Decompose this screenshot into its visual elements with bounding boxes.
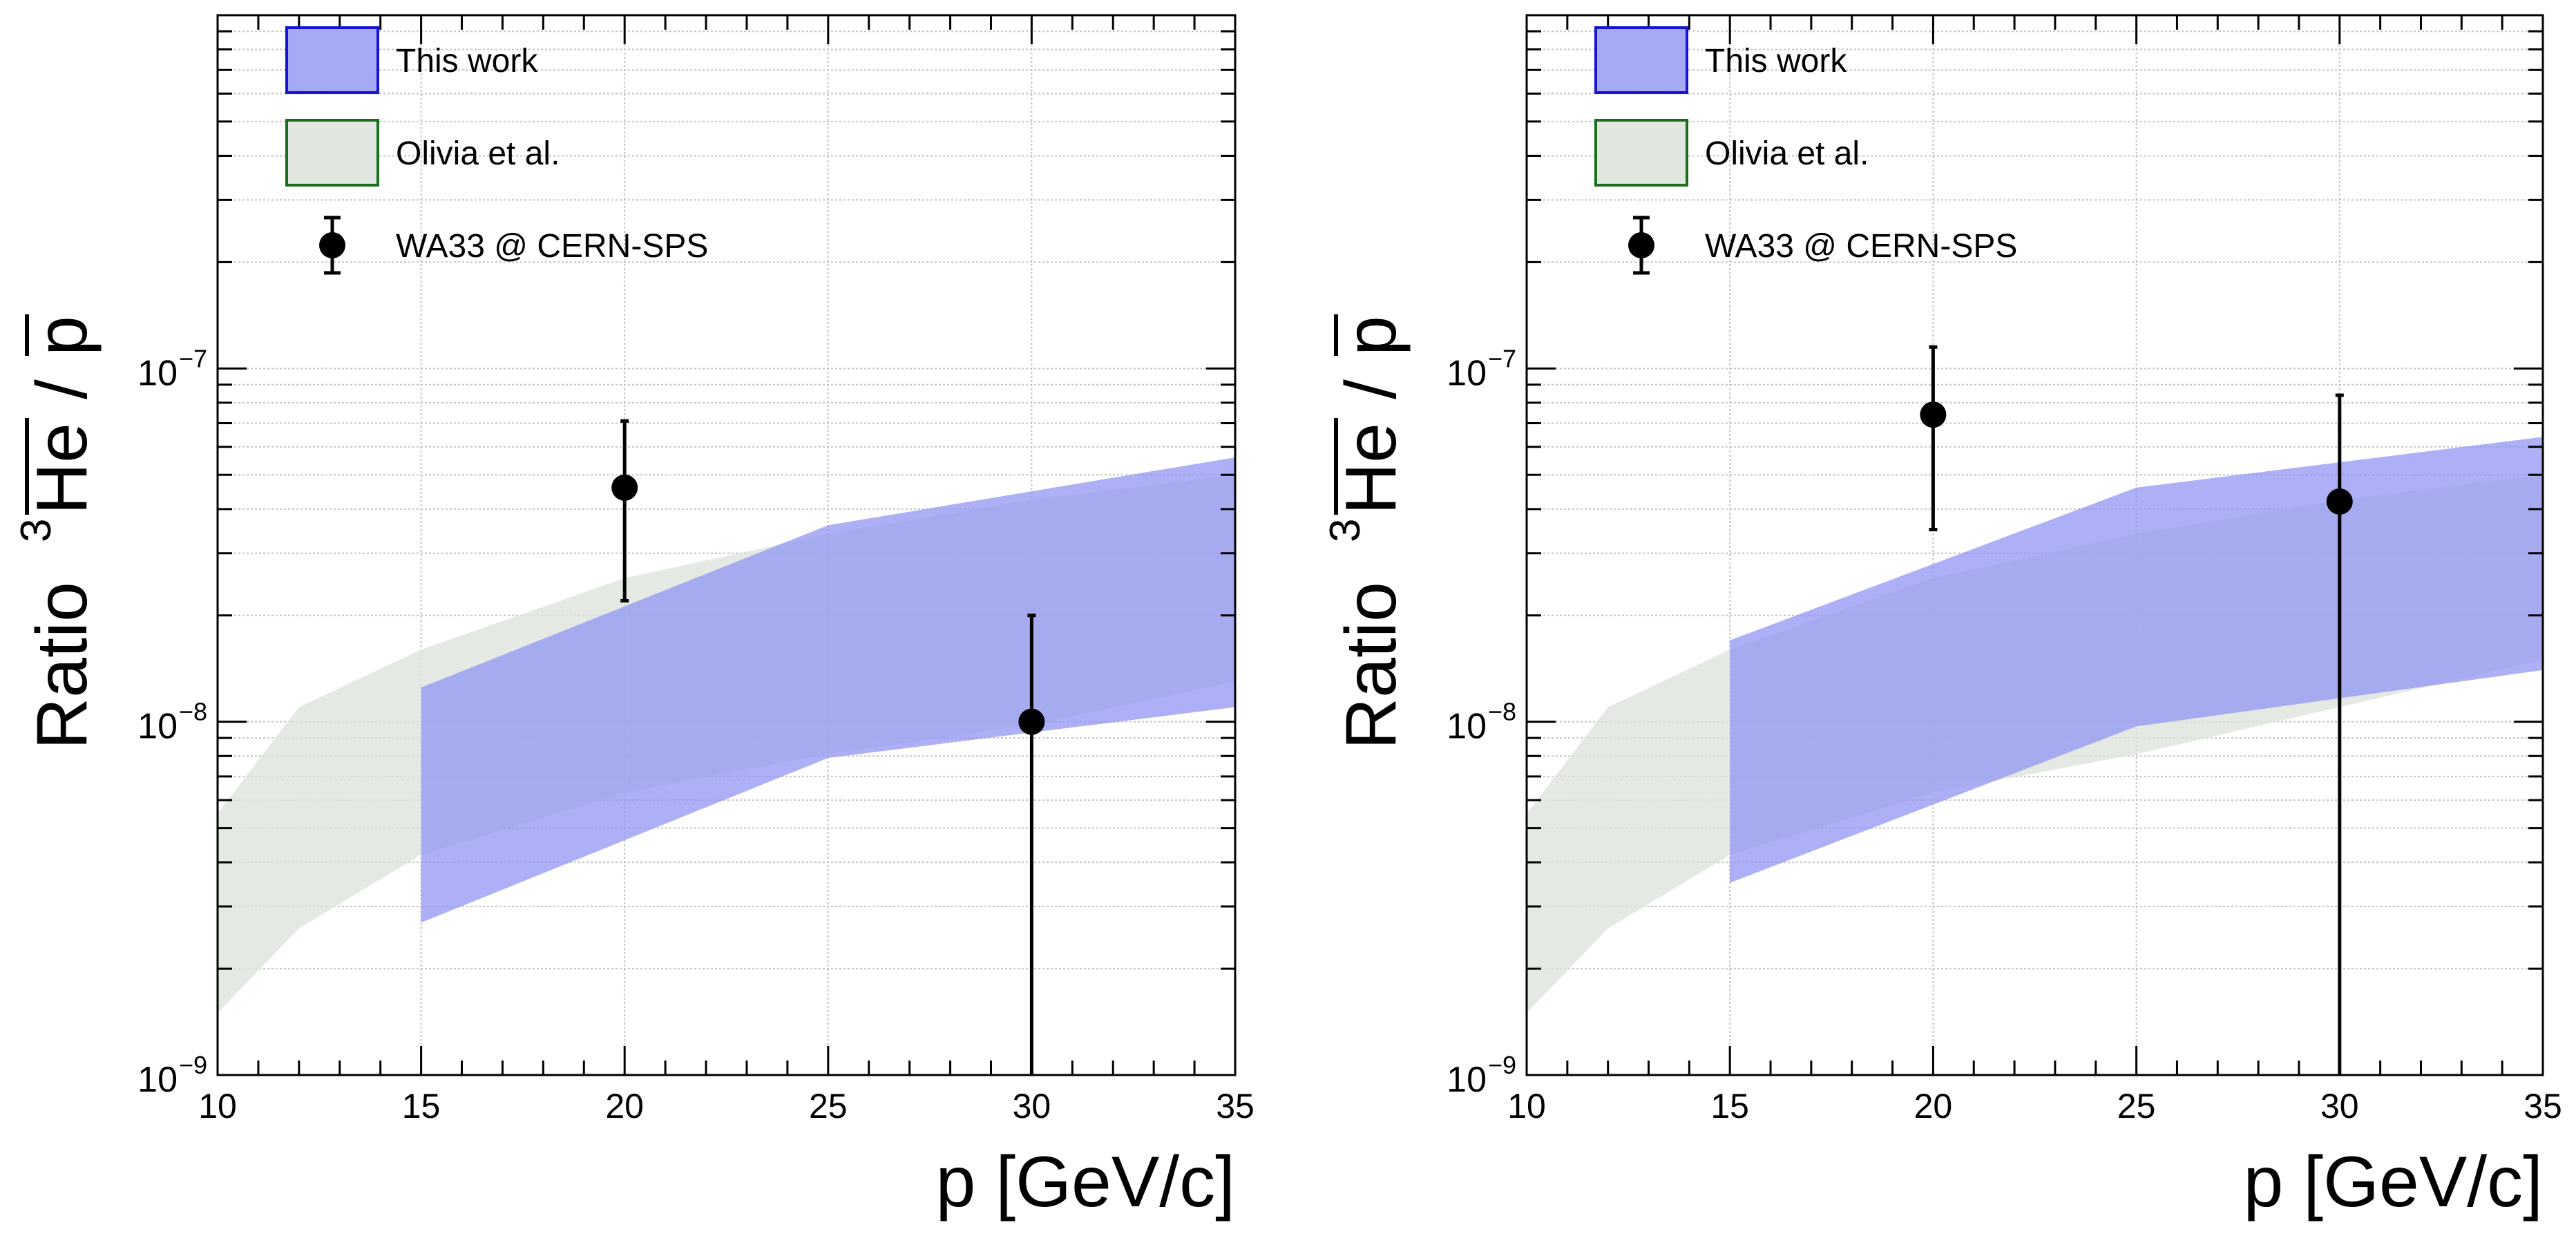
y-tick-label: 10 xyxy=(1447,1060,1487,1100)
y-tick-base: 10 xyxy=(137,353,178,393)
x-tick-label: 35 xyxy=(1216,1087,1254,1125)
x-tick-label: 30 xyxy=(2320,1087,2359,1125)
y-axis-label-helium: He xyxy=(22,423,102,515)
y-axis-label-superscript: 3 xyxy=(1322,519,1369,542)
legend-marker xyxy=(319,232,345,258)
x-tick-label: 20 xyxy=(605,1087,644,1125)
x-tick-label: 35 xyxy=(2523,1087,2562,1125)
legend-label: This work xyxy=(396,43,538,79)
x-tick-label: 10 xyxy=(198,1087,237,1125)
y-tick-label: 10 xyxy=(1447,353,1487,393)
y-tick-label: 10 xyxy=(1447,707,1487,747)
data-marker xyxy=(1920,401,1947,428)
legend-label: WA33 @ CERN-SPS xyxy=(1705,228,2017,265)
legend-swatch-olivia-et-al xyxy=(285,119,379,187)
y-tick-exponent: −9 xyxy=(1488,1051,1516,1079)
y-tick-exponent: −7 xyxy=(1488,344,1516,372)
legend-label: Olivia et al. xyxy=(396,135,560,172)
legend-swatch-this-work xyxy=(285,26,379,94)
x-tick-label: 25 xyxy=(2117,1087,2156,1125)
axis-ticks xyxy=(216,15,1237,1076)
y-axis-label: Ratio 3 He / p xyxy=(1322,314,1411,750)
band-this-work xyxy=(421,457,1235,923)
legend-label: Olivia et al. xyxy=(1705,135,1869,172)
y-tick-label: 10 xyxy=(137,353,178,393)
y-tick-label: 10 xyxy=(137,1060,178,1100)
y-axis-label-prefix: Ratio xyxy=(22,582,102,750)
y-tick-base: 10 xyxy=(137,707,178,747)
y-tick-exponent: −7 xyxy=(179,344,207,372)
x-tick-label: 30 xyxy=(1013,1087,1051,1125)
x-tick-label: 15 xyxy=(1710,1087,1749,1125)
legend-label: This work xyxy=(1705,43,1847,79)
y-tick-base: 10 xyxy=(1447,707,1487,747)
x-tick-label: 25 xyxy=(809,1087,848,1125)
data-point xyxy=(1920,345,1947,531)
x-tick-label: 10 xyxy=(1507,1087,1546,1125)
data-marker xyxy=(611,474,638,501)
y-tick-exponent: −8 xyxy=(1488,698,1516,726)
y-axis-label-separator: / xyxy=(22,379,102,399)
legend: This work Olivia et al. WA33 @ CERN-SPS xyxy=(1594,26,2017,275)
y-tick-base: 10 xyxy=(137,1060,178,1100)
y-tick-base: 10 xyxy=(1447,1060,1487,1100)
data-marker xyxy=(1018,708,1045,735)
data-marker xyxy=(2326,488,2353,515)
plot-frame xyxy=(1525,14,2544,1076)
y-axis-label-separator: / xyxy=(1331,379,1411,399)
y-axis-label-helium: He xyxy=(1331,423,1411,515)
y-axis-label-antiproton: p xyxy=(1331,316,1411,356)
data-point xyxy=(611,419,638,603)
y-tick-label: 10 xyxy=(137,707,178,747)
x-tick-label: 15 xyxy=(402,1087,441,1125)
y-axis-label: Ratio 3 He / p xyxy=(12,314,102,750)
y-axis-label-superscript: 3 xyxy=(12,519,60,542)
y-tick-exponent: −8 xyxy=(179,698,207,726)
plot-frame xyxy=(216,14,1237,1076)
y-axis-label-prefix: Ratio xyxy=(1331,582,1411,750)
legend-swatch-this-work xyxy=(1594,26,1688,94)
data-point xyxy=(1018,614,1045,1075)
legend: This work Olivia et al. WA33 @ CERN-SPS xyxy=(285,26,708,275)
x-axis-label: p [GeV/c] xyxy=(2243,1142,2543,1222)
legend-label: WA33 @ CERN-SPS xyxy=(396,228,708,265)
grid xyxy=(1527,15,2543,1075)
legend-marker xyxy=(1628,232,1654,258)
data-point xyxy=(2326,393,2353,1075)
legend-swatch-olivia-et-al xyxy=(1594,119,1688,187)
x-tick-label: 20 xyxy=(1914,1087,1953,1125)
y-tick-exponent: −9 xyxy=(179,1051,207,1079)
y-axis-label-antiproton: p xyxy=(22,316,102,356)
y-tick-base: 10 xyxy=(1447,353,1487,393)
x-axis-label: p [GeV/c] xyxy=(935,1142,1235,1222)
